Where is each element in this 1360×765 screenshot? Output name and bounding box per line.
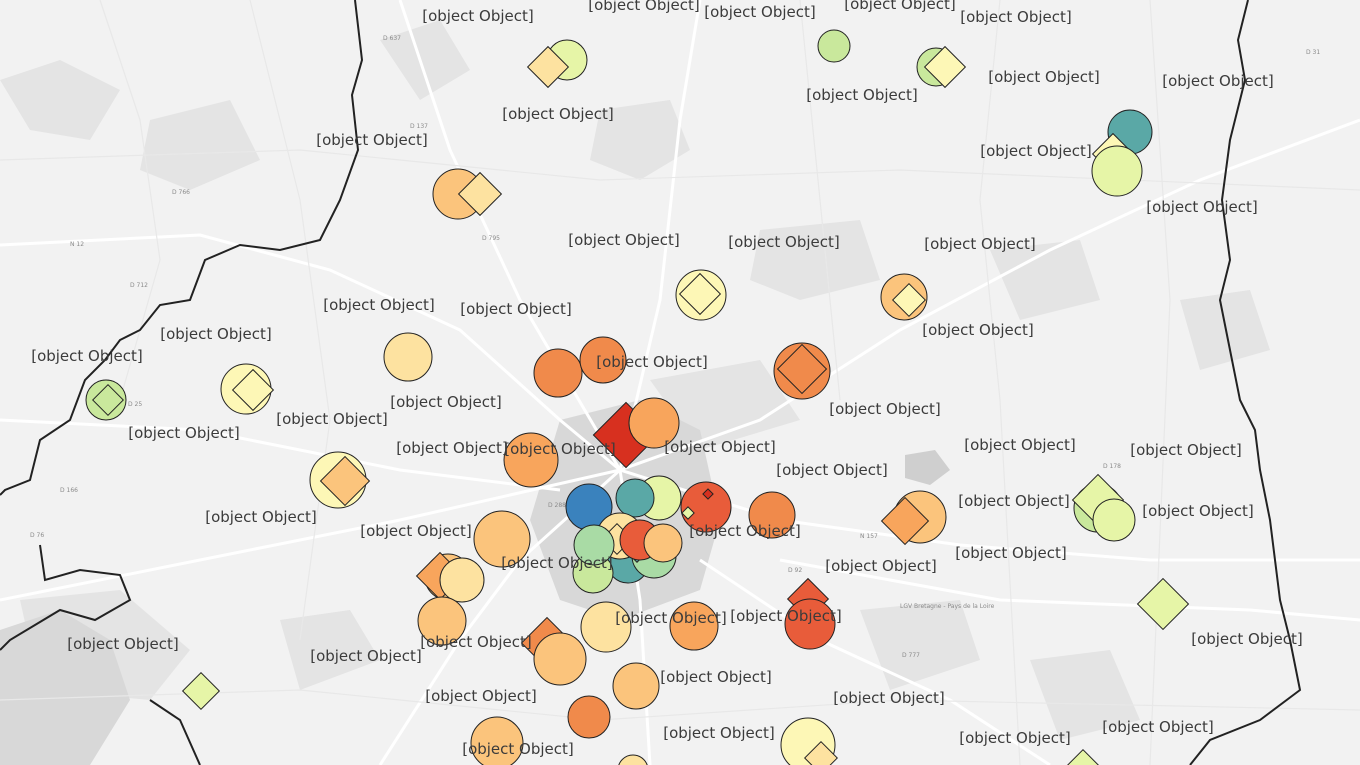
road-label: D 637 <box>383 35 401 42</box>
diamond-marker[interactable] <box>1136 577 1190 631</box>
road-label: D 166 <box>60 487 78 494</box>
road-label: N 157 <box>860 533 878 540</box>
lake <box>905 450 950 485</box>
circle-marker[interactable] <box>669 601 719 651</box>
road-label: D 712 <box>130 282 148 289</box>
circle-marker[interactable] <box>470 716 524 765</box>
circle-marker[interactable] <box>567 695 611 739</box>
diamond-marker[interactable] <box>892 283 926 317</box>
road-label: D 137 <box>410 123 428 130</box>
circle-marker[interactable] <box>680 481 732 533</box>
road-label: D 25 <box>128 401 142 408</box>
circle-marker[interactable] <box>817 29 851 63</box>
circle-marker[interactable] <box>417 596 467 646</box>
diamond-marker[interactable] <box>231 368 275 412</box>
diamond-marker[interactable] <box>804 741 838 765</box>
circle-marker[interactable] <box>439 557 485 603</box>
boundary <box>0 0 1302 765</box>
road-label: D 76 <box>30 532 44 539</box>
diamond-marker[interactable] <box>702 488 714 500</box>
diamond-marker[interactable] <box>526 45 570 89</box>
diamond-marker[interactable] <box>92 384 124 416</box>
circle-marker[interactable] <box>643 523 683 563</box>
circle-marker[interactable] <box>579 336 627 384</box>
diamond-marker[interactable] <box>880 496 930 546</box>
road-label: D 766 <box>172 189 190 196</box>
circle-marker[interactable] <box>612 662 660 710</box>
road-label: D 795 <box>482 235 500 242</box>
road-label: D 288 <box>548 502 566 509</box>
road-label: D 31 <box>1306 49 1320 56</box>
circle-marker[interactable] <box>503 432 559 488</box>
circle-marker[interactable] <box>473 510 531 568</box>
road-label: D 92 <box>788 567 802 574</box>
diamond-marker[interactable] <box>319 455 371 507</box>
diamond-marker[interactable] <box>678 272 722 316</box>
circle-marker[interactable] <box>533 348 583 398</box>
diamond-marker[interactable] <box>457 171 503 217</box>
circle-marker[interactable] <box>580 601 632 653</box>
road-label: D 178 <box>1103 463 1121 470</box>
circle-marker[interactable] <box>615 478 655 518</box>
circle-marker[interactable] <box>573 524 615 566</box>
diamond-marker[interactable] <box>681 506 695 520</box>
circle-marker[interactable] <box>1092 498 1136 542</box>
diamond-marker[interactable] <box>776 343 828 395</box>
circle-marker[interactable] <box>533 632 587 686</box>
circle-marker[interactable] <box>748 491 796 539</box>
road-label: LGV Bretagne - Pays de la Loire <box>900 603 995 610</box>
circle-marker[interactable] <box>618 754 648 765</box>
road-labels: D 637 D 137 D 766 N 12 D 712 D 795 D 288… <box>30 35 1320 659</box>
circle-marker[interactable] <box>383 332 433 382</box>
road-label: N 12 <box>70 241 84 248</box>
circle-marker[interactable] <box>628 397 680 449</box>
circle-marker[interactable] <box>1091 145 1143 197</box>
circle-marker[interactable] <box>784 598 836 650</box>
diamond-marker[interactable] <box>1067 749 1099 765</box>
road-label: D 777 <box>902 652 920 659</box>
diamond-marker[interactable] <box>181 671 221 711</box>
diamond-marker[interactable] <box>923 45 967 89</box>
